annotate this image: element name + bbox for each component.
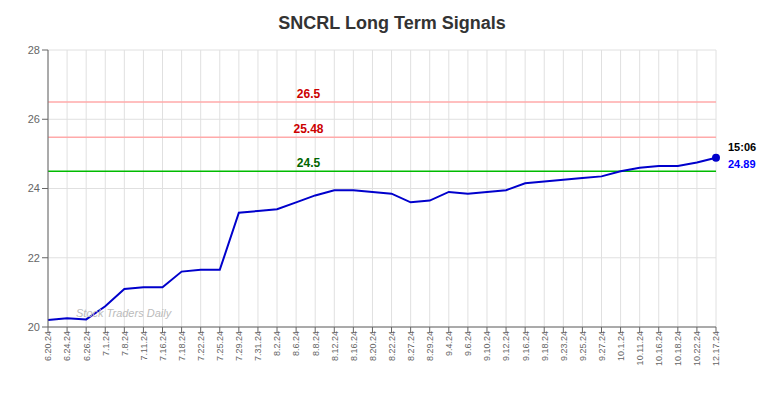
svg-text:10.11.24: 10.11.24: [635, 331, 645, 365]
svg-text:10.22.24: 10.22.24: [692, 331, 702, 366]
svg-text:8.27.24: 8.27.24: [406, 331, 416, 361]
svg-text:9.12.24: 9.12.24: [501, 331, 511, 361]
svg-text:9.16.24: 9.16.24: [521, 331, 531, 361]
svg-text:10.1.24: 10.1.24: [616, 331, 626, 361]
svg-text:28: 28: [28, 44, 40, 56]
svg-text:9.27.24: 9.27.24: [597, 331, 607, 361]
svg-text:7.18.24: 7.18.24: [177, 331, 187, 361]
svg-text:7.29.24: 7.29.24: [234, 331, 244, 361]
svg-text:8.22.24: 8.22.24: [387, 331, 397, 361]
html-text:Stock Traders Daily: Stock Traders Daily: [76, 307, 172, 319]
svg-text:25.48: 25.48: [294, 122, 324, 136]
svg-text:9.23.24: 9.23.24: [559, 331, 569, 361]
svg-text:7.16.24: 7.16.24: [158, 331, 168, 361]
svg-text:9.10.24: 9.10.24: [482, 331, 492, 361]
svg-text:8.16.24: 8.16.24: [349, 331, 359, 361]
svg-text:8.29.24: 8.29.24: [425, 331, 435, 361]
svg-text:6.20.24: 6.20.24: [43, 331, 53, 361]
svg-text:20: 20: [28, 321, 40, 333]
svg-text:9.4.24: 9.4.24: [444, 331, 454, 356]
svg-text:6.26.24: 6.26.24: [82, 331, 92, 361]
svg-text:24: 24: [28, 182, 40, 194]
svg-text:22: 22: [28, 252, 40, 264]
svg-text:7.1.24: 7.1.24: [101, 331, 111, 356]
svg-text:7.8.24: 7.8.24: [120, 331, 130, 356]
svg-text:8.12.24: 8.12.24: [330, 331, 340, 361]
svg-text:9.25.24: 9.25.24: [578, 331, 588, 361]
svg-text:26.5: 26.5: [297, 87, 321, 101]
svg-text:8.6.24: 8.6.24: [292, 331, 302, 356]
svg-text:9.18.24: 9.18.24: [540, 331, 550, 361]
svg-text:8.2.24: 8.2.24: [272, 331, 282, 356]
svg-text:8.20.24: 8.20.24: [368, 331, 378, 361]
svg-text:6.24.24: 6.24.24: [62, 331, 72, 361]
svg-text:24.89: 24.89: [728, 158, 756, 170]
svg-text:7.22.24: 7.22.24: [196, 331, 206, 361]
html-text:SNCRL Long Term Signals: SNCRL Long Term Signals: [278, 13, 506, 33]
svg-text:15:06: 15:06: [728, 141, 756, 153]
svg-text:10.18.24: 10.18.24: [673, 331, 683, 366]
svg-text:7.25.24: 7.25.24: [215, 331, 225, 361]
svg-text:7.11.24: 7.11.24: [139, 331, 149, 360]
svg-text:12.17.24: 12.17.24: [711, 331, 721, 366]
svg-text:7.31.24: 7.31.24: [253, 331, 263, 361]
svg-text:9.6.24: 9.6.24: [463, 331, 473, 356]
svg-text:26: 26: [28, 113, 40, 125]
svg-text:10.16.24: 10.16.24: [654, 331, 664, 366]
svg-text:24.5: 24.5: [297, 156, 321, 170]
svg-text:8.8.24: 8.8.24: [311, 331, 321, 356]
